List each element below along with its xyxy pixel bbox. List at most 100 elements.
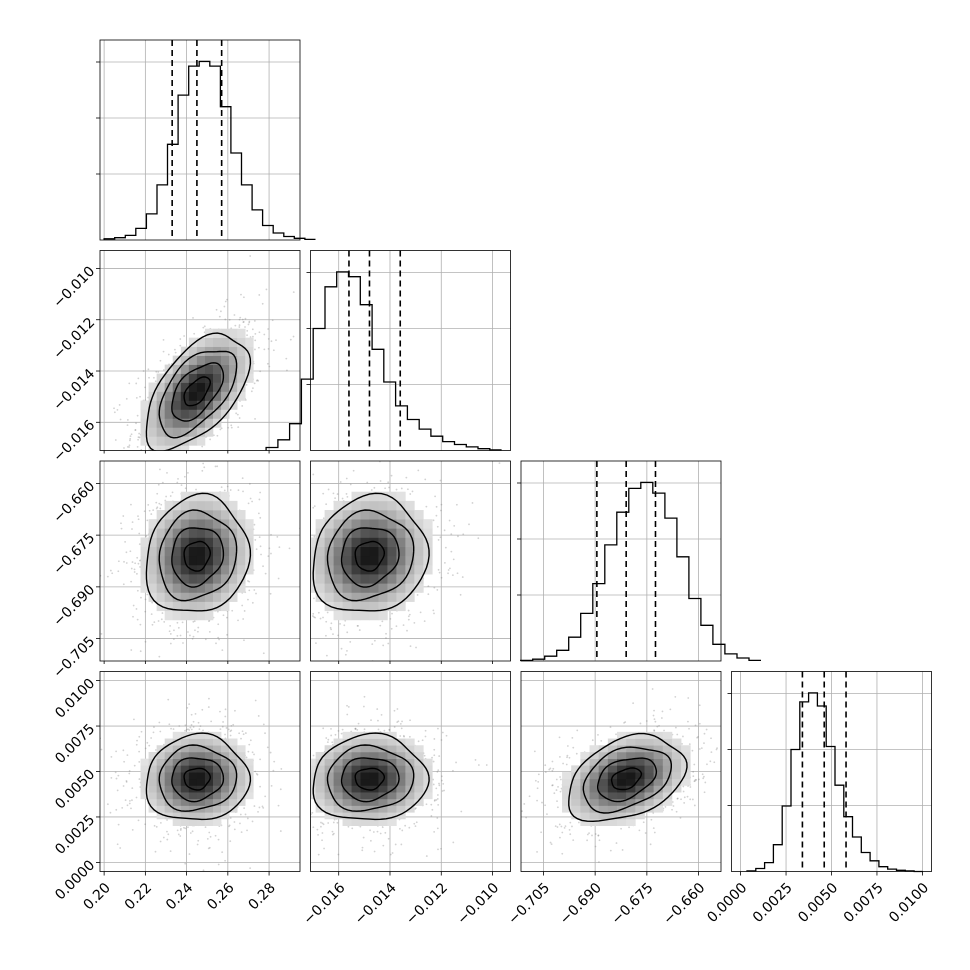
sample-point <box>248 589 251 592</box>
sample-point <box>225 727 228 729</box>
sample-point <box>131 561 134 563</box>
density-cell <box>156 373 165 383</box>
sample-point <box>109 569 112 572</box>
sample-point <box>417 469 420 472</box>
sample-point <box>317 853 320 856</box>
sample-point <box>312 754 315 757</box>
sample-point <box>244 459 246 461</box>
sample-point <box>341 497 344 500</box>
density-cell <box>237 346 246 356</box>
sample-point <box>129 550 132 553</box>
sample-point <box>125 781 128 783</box>
sample-point <box>220 427 223 430</box>
density-cell <box>396 537 406 547</box>
sample-point <box>251 500 254 503</box>
density-cell <box>245 564 254 575</box>
density-cell <box>172 751 182 759</box>
sample-point <box>122 785 125 787</box>
sample-point <box>226 485 229 488</box>
density-cell <box>180 792 190 800</box>
density-cell <box>156 445 165 451</box>
sample-point <box>179 835 182 837</box>
sample-point <box>390 627 393 630</box>
density-cell <box>229 328 238 338</box>
sample-point <box>432 778 434 781</box>
sample-point <box>133 571 136 573</box>
sample-point <box>433 738 436 740</box>
density-cell <box>221 510 230 520</box>
sample-point <box>347 825 350 828</box>
sample-point <box>151 623 154 626</box>
sample-point <box>289 338 292 341</box>
density-cell <box>378 500 388 511</box>
density-cell <box>172 731 182 739</box>
sample-point <box>135 396 138 399</box>
sample-point <box>145 535 148 538</box>
sample-point <box>264 732 266 735</box>
density-cell <box>237 751 246 759</box>
sample-point <box>128 382 131 385</box>
sample-point <box>242 490 244 493</box>
sample-point <box>239 822 241 825</box>
sample-point <box>408 613 411 616</box>
sample-point <box>325 737 328 739</box>
sample-point <box>162 350 165 353</box>
sample-point <box>131 828 134 831</box>
sample-point <box>165 456 167 458</box>
density-cell <box>342 555 352 566</box>
sample-point <box>344 619 347 622</box>
sample-point <box>244 813 247 816</box>
density-cell <box>188 555 198 566</box>
sample-point <box>156 506 159 509</box>
sample-point <box>165 495 168 498</box>
density-cell <box>164 528 174 538</box>
sample-point <box>117 468 119 470</box>
sample-point <box>307 831 309 833</box>
density-cell <box>360 510 370 520</box>
density-cell <box>164 765 174 773</box>
density-cell <box>164 772 174 780</box>
contour-line <box>145 492 252 612</box>
sample-point <box>139 395 141 398</box>
density-cell <box>213 364 222 374</box>
sample-point <box>177 833 180 836</box>
density-cell <box>369 491 379 502</box>
density-cell <box>204 400 214 410</box>
density-cell <box>204 738 214 746</box>
density-cell <box>148 792 157 800</box>
density-cell <box>396 583 406 593</box>
density-cell <box>196 546 206 557</box>
sample-point <box>433 586 436 589</box>
sample-point <box>301 540 303 542</box>
density-cell <box>342 610 352 621</box>
density-cell <box>221 601 230 612</box>
sample-point <box>132 615 134 618</box>
sample-point <box>128 444 131 447</box>
sample-point <box>441 731 444 734</box>
density-cell <box>333 574 343 584</box>
sample-point <box>435 505 438 508</box>
sample-point <box>327 822 330 824</box>
sample-point <box>447 572 449 575</box>
density-cell <box>164 546 174 557</box>
sample-point <box>441 790 444 792</box>
density-cell <box>148 427 157 437</box>
sample-point <box>114 439 117 441</box>
sample-point <box>137 518 140 521</box>
sample-point <box>147 503 150 506</box>
sample-point <box>336 493 339 495</box>
density-cell <box>140 555 149 566</box>
panel-frame <box>99 460 301 662</box>
sample-point <box>267 555 270 557</box>
sample-point <box>450 533 453 536</box>
sample-point <box>302 741 304 743</box>
density-cell <box>140 400 149 410</box>
density-cell <box>333 500 343 511</box>
density-cell <box>360 500 370 511</box>
density-cell <box>204 574 214 584</box>
sample-point <box>264 572 267 575</box>
sample-point <box>242 296 245 299</box>
sample-point <box>251 601 254 604</box>
sample-point <box>144 610 147 613</box>
density-cell <box>405 555 415 566</box>
